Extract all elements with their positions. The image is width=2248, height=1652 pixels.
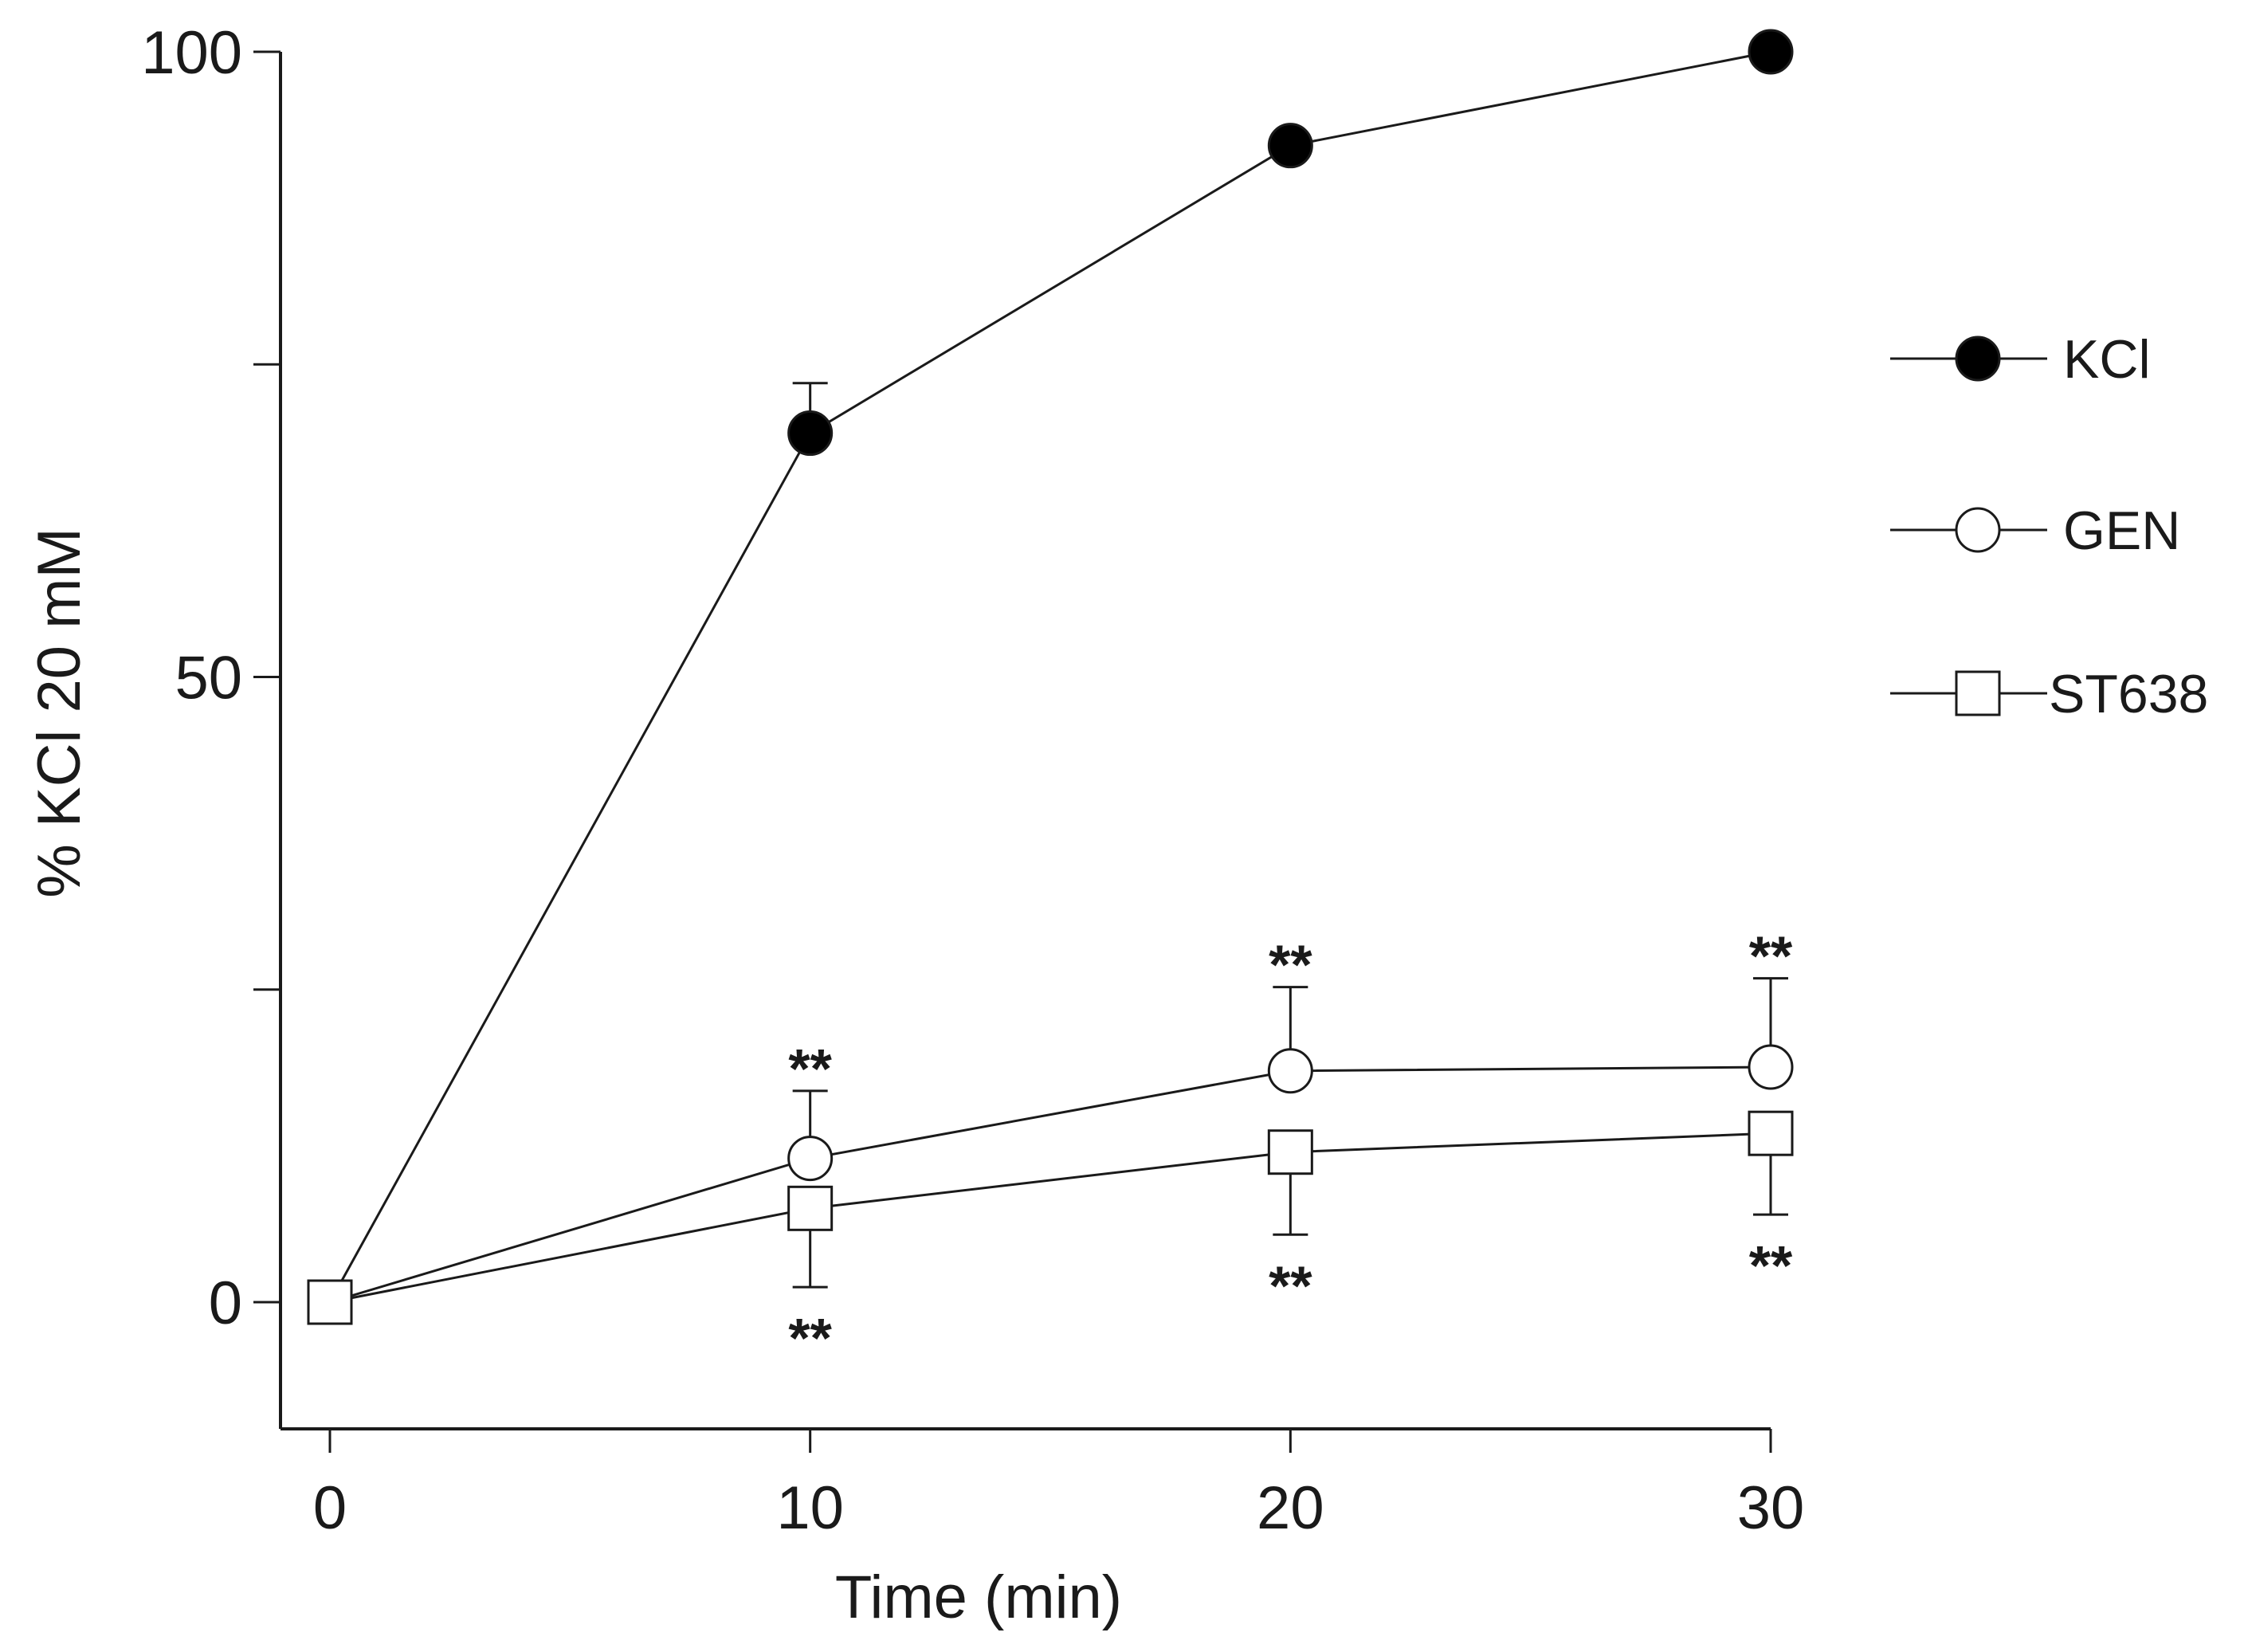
x-tick-label-30: 30 bbox=[1737, 1474, 1805, 1542]
x-tick-label-10: 10 bbox=[776, 1474, 844, 1542]
data-point-gen-20 bbox=[1267, 1048, 1313, 1094]
legend-marker-kcl bbox=[1955, 336, 2001, 382]
significance-gen-30: ** bbox=[1749, 925, 1793, 987]
legend-label-kcl: KCl bbox=[2063, 329, 2151, 390]
series-line-gen bbox=[329, 1065, 1771, 1304]
significance-st638-20: ** bbox=[1269, 1254, 1312, 1316]
significance-st638-30: ** bbox=[1749, 1234, 1793, 1297]
significance-gen-20: ** bbox=[1269, 934, 1312, 996]
significance-st638-10: ** bbox=[788, 1307, 832, 1369]
data-point-gen-10 bbox=[787, 1136, 834, 1182]
y-tick-label-50: 50 bbox=[175, 645, 242, 712]
legend-label-gen: GEN bbox=[2063, 500, 2180, 561]
data-point-kcl-10 bbox=[787, 410, 834, 457]
data-point-kcl-30 bbox=[1748, 29, 1794, 75]
series-line-st638 bbox=[329, 1132, 1771, 1304]
legend-marker-st638 bbox=[1955, 670, 2001, 716]
x-axis-label: Time (min) bbox=[835, 1564, 1122, 1631]
y-axis-label: % KCl 20 mM bbox=[26, 528, 93, 898]
y-tick-label-100: 100 bbox=[141, 19, 242, 87]
data-point-st638-10 bbox=[787, 1185, 834, 1231]
x-tick-label-0: 0 bbox=[313, 1474, 347, 1542]
data-point-st638-20 bbox=[1267, 1129, 1313, 1175]
data-point-gen-30 bbox=[1748, 1044, 1794, 1090]
data-point-st638-0 bbox=[307, 1279, 353, 1325]
legend-marker-gen bbox=[1955, 507, 2001, 553]
significance-gen-10: ** bbox=[788, 1038, 832, 1100]
series-line-kcl bbox=[328, 50, 1771, 1303]
x-tick-label-20: 20 bbox=[1257, 1474, 1324, 1542]
data-point-kcl-20 bbox=[1267, 123, 1313, 169]
data-point-st638-30 bbox=[1748, 1110, 1794, 1156]
y-tick-label-0: 0 bbox=[209, 1269, 242, 1337]
legend-label-st638: ST638 bbox=[2049, 664, 2208, 724]
